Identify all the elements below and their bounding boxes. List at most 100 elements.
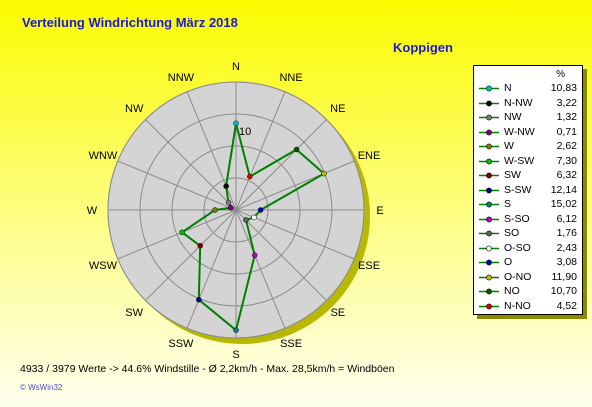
grid-spoke: [117, 160, 237, 211]
direction-label-nne: NNE: [279, 72, 302, 84]
statistics-footer: 4933 / 3979 Werte -> 44.6% Windstille - …: [20, 363, 395, 375]
legend-value: 1,32: [556, 111, 577, 123]
grid-spoke: [186, 209, 237, 329]
grid-spoke: [235, 209, 327, 301]
legend-value: 11,90: [551, 270, 578, 283]
legend-entry: O-SO 2,43: [474, 241, 582, 256]
data-point-s: [233, 327, 239, 333]
grid-spoke: [235, 91, 286, 211]
legend-entry: S-SW 12,14: [474, 183, 582, 198]
legend-value: 2,43: [556, 241, 577, 254]
data-point-sse: [251, 252, 258, 258]
station-name: Koppigen: [393, 40, 453, 55]
legend-value: 0,71: [556, 125, 577, 138]
legend-label: O-SO: [504, 241, 531, 254]
legend-swatch: [479, 158, 499, 164]
direction-label-nw: NW: [125, 103, 144, 115]
legend-label: S-SW: [504, 183, 532, 196]
legend-swatch: [479, 245, 499, 251]
legend-value: 4,52: [556, 299, 577, 312]
direction-label-sse: SSE: [280, 338, 302, 350]
data-point-ne: [293, 146, 300, 153]
data-point-nw: [225, 199, 232, 206]
legend-label: O-NO: [504, 270, 532, 283]
legend-swatch: [479, 172, 499, 179]
legend-value: 7,30: [556, 154, 577, 167]
legend-value: 6,32: [556, 169, 577, 181]
software-brand: © WsWin32: [20, 383, 63, 392]
direction-label-ne: NE: [330, 103, 345, 115]
legend-value: 3,22: [556, 96, 577, 109]
legend-swatch: [479, 216, 499, 222]
direction-label-nnw: NNW: [168, 72, 195, 84]
legend-entry: W 2,62: [474, 139, 582, 154]
legend-entry: S 15,02: [474, 197, 582, 212]
legend-label: S-SO: [504, 212, 530, 225]
direction-label-ese: ESE: [358, 260, 380, 272]
ring-label: 10: [239, 126, 251, 138]
legend-label: N: [504, 82, 512, 94]
legend-value: 10,70: [550, 285, 577, 297]
data-point-se: [243, 217, 249, 223]
legend-label: S: [504, 198, 512, 210]
legend-value: 12,14: [550, 183, 577, 196]
legend-entry: NW 1,32: [474, 110, 582, 125]
legend-entry: W-SW 7,30: [474, 154, 582, 169]
grid-spoke: [117, 209, 237, 260]
data-point-ene: [321, 170, 327, 177]
legend-label: NW: [504, 111, 522, 123]
legend-swatch: [479, 187, 499, 193]
legend-entry: S-SO 6,12: [474, 212, 582, 227]
legend-entry: SW 6,32: [474, 168, 582, 183]
grid-spoke: [235, 160, 355, 211]
grid-spoke: [235, 119, 327, 211]
direction-label-ssw: SSW: [168, 338, 194, 350]
legend-swatch: [479, 100, 499, 106]
data-point-ssw: [196, 296, 202, 303]
legend-entry: SO 1,76: [474, 226, 582, 241]
data-point-sw: [197, 243, 203, 249]
direction-label-sw: SW: [125, 307, 143, 319]
legend-swatch: [479, 143, 499, 150]
direction-label-wsw: WSW: [89, 260, 118, 272]
legend-label: W-SW: [504, 154, 535, 167]
legend-swatch: [479, 274, 499, 280]
legend-entry: N 10,83: [474, 81, 582, 96]
direction-label-ene: ENE: [358, 150, 381, 162]
legend-entry: O-NO 11,90: [474, 270, 582, 285]
legend-label: N-NO: [504, 299, 531, 312]
legend-value: 1,76: [556, 227, 577, 239]
data-point-ese: [251, 214, 257, 221]
data-point-wnw: [228, 205, 234, 211]
data-point-nnw: [223, 183, 229, 189]
legend-swatch: [479, 288, 499, 295]
data-point-wsw: [179, 229, 185, 236]
legend-swatch: [479, 129, 499, 135]
direction-label-se: SE: [330, 307, 345, 319]
legend-value: 6,12: [556, 212, 577, 225]
direction-label-e: E: [376, 205, 383, 217]
data-point-n: [233, 120, 239, 127]
legend-value: 15,02: [550, 198, 577, 210]
legend-entry: NO 10,70: [474, 284, 582, 299]
legend-label: NO: [504, 285, 520, 297]
grid-spoke: [145, 119, 237, 211]
direction-label-s: S: [232, 349, 239, 361]
legend-label: SO: [504, 227, 520, 239]
legend-entry: N-NW 3,22: [474, 96, 582, 111]
legend-entry: W-NW 0,71: [474, 125, 582, 140]
chart-title: Verteilung Windrichtung März 2018: [22, 15, 238, 30]
legend-value: 10,83: [550, 82, 577, 94]
grid-spoke: [186, 91, 237, 211]
data-point-e: [257, 207, 264, 213]
data-point-w: [212, 207, 218, 213]
direction-label-n: N: [232, 61, 240, 73]
legend-label: O: [504, 256, 513, 268]
legend-entry: O 3,08: [474, 255, 582, 270]
legend-label: W-NW: [504, 125, 535, 138]
legend-swatch: [479, 259, 499, 266]
legend-label: N-NW: [504, 96, 533, 109]
direction-label-w: W: [87, 205, 98, 217]
